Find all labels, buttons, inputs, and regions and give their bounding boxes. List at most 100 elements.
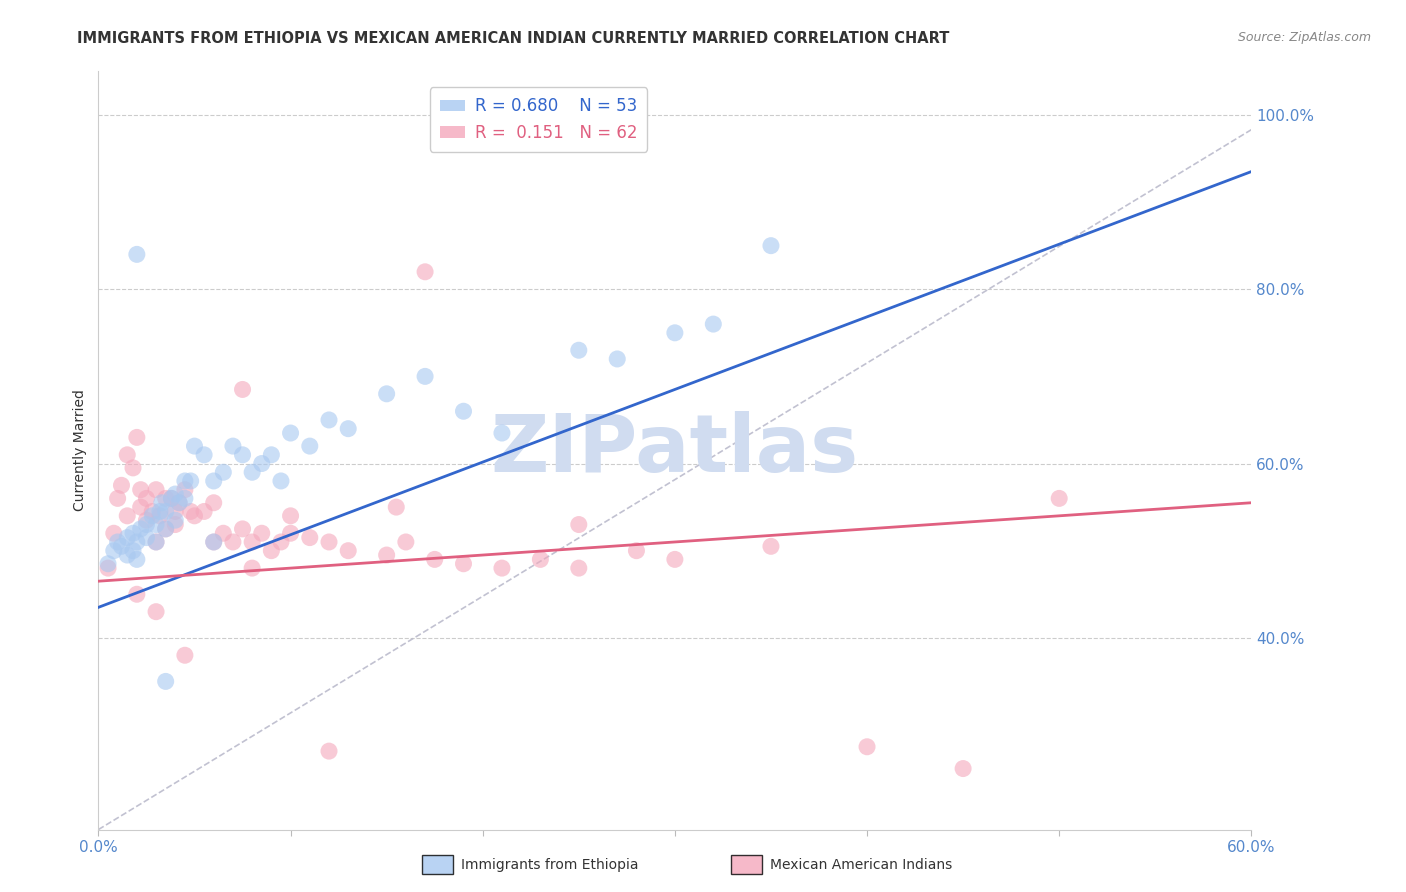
Point	[222, 439, 245, 453]
Point	[240, 535, 263, 549]
Point	[135, 513, 157, 527]
Point	[145, 483, 167, 497]
Point	[280, 508, 302, 523]
Point	[453, 404, 475, 418]
Text: ZIPatlas: ZIPatlas	[491, 411, 859, 490]
Point	[413, 369, 436, 384]
Point	[240, 561, 263, 575]
Point	[375, 386, 398, 401]
Point	[129, 500, 152, 515]
Point	[385, 500, 408, 515]
Point	[856, 739, 879, 754]
Point	[202, 474, 225, 488]
Point	[183, 439, 205, 453]
Point	[280, 526, 302, 541]
Point	[174, 474, 197, 488]
Legend: R = 0.680    N = 53, R =  0.151   N = 62: R = 0.680 N = 53, R = 0.151 N = 62	[430, 87, 647, 152]
Point	[202, 535, 225, 549]
Point	[568, 561, 591, 575]
Point	[135, 491, 157, 506]
Point	[759, 539, 782, 553]
Point	[135, 517, 157, 532]
Point	[240, 465, 263, 479]
Point	[103, 543, 125, 558]
Point	[122, 543, 145, 558]
Point	[193, 448, 215, 462]
Point	[183, 508, 205, 523]
Point	[155, 674, 177, 689]
Point	[149, 504, 172, 518]
Point	[165, 513, 187, 527]
Point	[952, 762, 974, 776]
Point	[97, 557, 120, 571]
Point	[135, 531, 157, 545]
Point	[107, 535, 129, 549]
Point	[103, 526, 125, 541]
Point	[97, 561, 120, 575]
Point	[202, 535, 225, 549]
Point	[395, 535, 418, 549]
Point	[222, 535, 245, 549]
Text: Immigrants from Ethiopia: Immigrants from Ethiopia	[461, 858, 638, 872]
Point	[145, 535, 167, 549]
Point	[270, 474, 292, 488]
Text: Mexican American Indians: Mexican American Indians	[770, 858, 953, 872]
Point	[125, 552, 148, 566]
Point	[117, 448, 139, 462]
Point	[110, 539, 132, 553]
Point	[155, 504, 177, 518]
Point	[125, 430, 148, 444]
Point	[1047, 491, 1070, 506]
Point	[280, 425, 302, 440]
Point	[318, 535, 340, 549]
Point	[141, 504, 163, 518]
Point	[180, 504, 202, 518]
Point	[568, 517, 591, 532]
Point	[145, 517, 167, 532]
Point	[337, 543, 360, 558]
Y-axis label: Currently Married: Currently Married	[73, 390, 87, 511]
Point	[250, 526, 273, 541]
Point	[702, 317, 724, 331]
Point	[165, 487, 187, 501]
Point	[260, 543, 283, 558]
Text: Source: ZipAtlas.com: Source: ZipAtlas.com	[1237, 31, 1371, 45]
Point	[231, 383, 254, 397]
Point	[413, 265, 436, 279]
Point	[212, 526, 235, 541]
Point	[759, 238, 782, 252]
Point	[568, 343, 591, 358]
Point	[180, 474, 202, 488]
Point	[529, 552, 551, 566]
Point	[174, 648, 197, 663]
Point	[160, 491, 183, 506]
Point	[145, 535, 167, 549]
Point	[110, 478, 132, 492]
Point	[260, 448, 283, 462]
Point	[212, 465, 235, 479]
Point	[167, 496, 190, 510]
Point	[165, 517, 187, 532]
Point	[150, 496, 173, 510]
Point	[491, 425, 513, 440]
Point	[122, 461, 145, 475]
Point	[453, 557, 475, 571]
Point	[318, 744, 340, 758]
Point	[231, 522, 254, 536]
Point	[298, 531, 321, 545]
Point	[125, 247, 148, 261]
Point	[174, 483, 197, 497]
Point	[231, 448, 254, 462]
Point	[606, 351, 628, 366]
Point	[250, 457, 273, 471]
Point	[155, 522, 177, 536]
Point	[117, 531, 139, 545]
Point	[202, 496, 225, 510]
Point	[149, 508, 172, 523]
Point	[129, 522, 152, 536]
Point	[298, 439, 321, 453]
Point	[155, 491, 177, 506]
Text: IMMIGRANTS FROM ETHIOPIA VS MEXICAN AMERICAN INDIAN CURRENTLY MARRIED CORRELATIO: IMMIGRANTS FROM ETHIOPIA VS MEXICAN AMER…	[77, 31, 949, 46]
Point	[174, 491, 197, 506]
Point	[167, 496, 190, 510]
